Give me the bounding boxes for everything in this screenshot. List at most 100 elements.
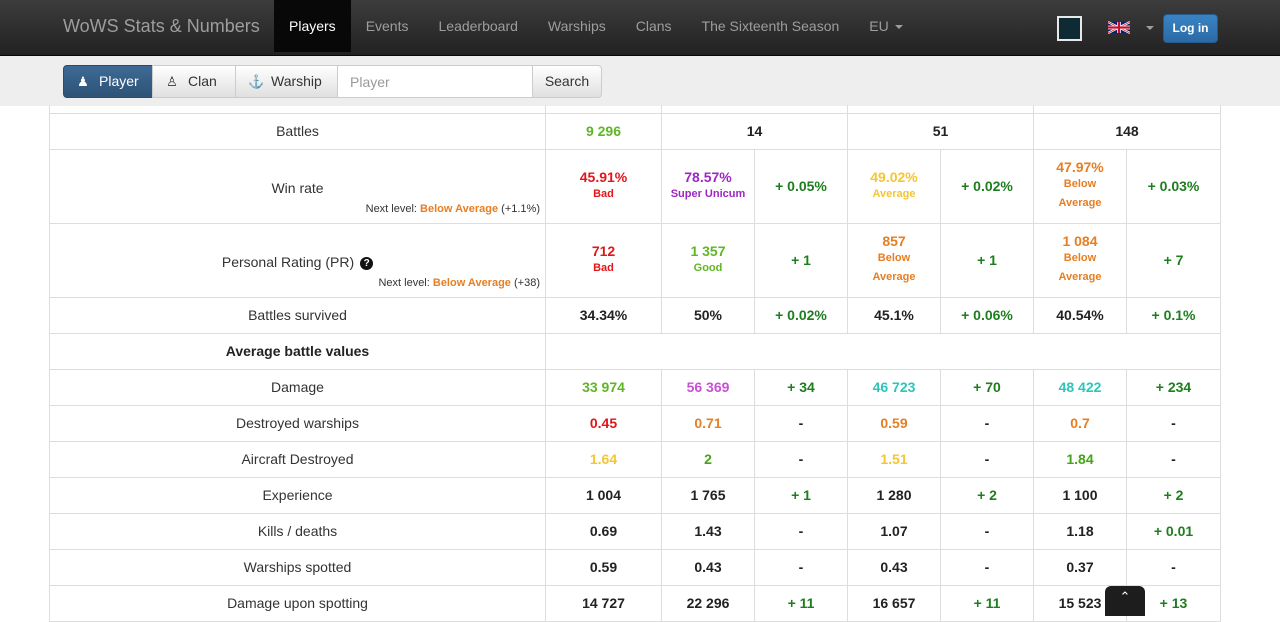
delta-cell: + 0.03%	[1126, 148, 1221, 224]
value-cell: 0.45	[545, 404, 662, 442]
value-cell: 1 280	[847, 476, 941, 514]
tab-player[interactable]: ♟ Player	[63, 65, 153, 98]
users-icon: ♙	[166, 74, 178, 89]
top-navbar: WoWS Stats & Numbers Players Events Lead…	[0, 0, 1280, 56]
ship-icon: ⚓	[248, 74, 265, 89]
value: 1 084	[1062, 233, 1098, 249]
tab-warship-label: Warship	[271, 73, 322, 89]
next-level-name: Below Average	[432, 276, 511, 289]
value-cell: 0.7	[1033, 404, 1127, 442]
value-cell: 45.1%	[847, 296, 941, 334]
delta-cell: -	[940, 512, 1034, 550]
value-cell: 49.02% Average	[847, 148, 941, 224]
uk-flag-icon[interactable]	[1108, 20, 1130, 35]
table-row: Warships spotted 0.59 0.43 - 0.43 - 0.37…	[49, 548, 1221, 586]
value-cell: 712 Bad	[545, 222, 662, 298]
tab-clan[interactable]: ♙ Clan	[152, 65, 236, 98]
value-cell: 0.59	[847, 404, 941, 442]
value-cell: 40.54%	[1033, 296, 1127, 334]
rating-tag: Super Unicum	[670, 187, 746, 200]
value: 49.02%	[870, 168, 918, 185]
row-label: Win rate	[271, 179, 324, 196]
delta-cell: -	[754, 512, 848, 550]
delta-cell: -	[1126, 440, 1221, 478]
search-bar: ♟ Player ♙ Clan ⚓ Warship Search	[0, 56, 1280, 106]
theme-toggle-button[interactable]	[1057, 16, 1082, 41]
rating-tag: Bad	[593, 187, 614, 200]
delta-cell: -	[940, 440, 1034, 478]
nav-season[interactable]: The Sixteenth Season	[701, 18, 840, 34]
row-label: Aircraft Destroyed	[49, 440, 546, 478]
delta-cell: -	[754, 404, 848, 442]
brand-logo[interactable]: WoWS Stats & Numbers	[63, 16, 260, 36]
delta-cell: + 2	[1126, 476, 1221, 514]
row-label: Destroyed warships	[49, 404, 546, 442]
search-button[interactable]: Search	[532, 65, 602, 98]
delta-cell: + 34	[754, 368, 848, 406]
row-label-cell: Personal Rating (PR)? Next level: Below …	[49, 222, 546, 298]
value-cell: 0.69	[545, 512, 662, 550]
value-cell: 48 422	[1033, 368, 1127, 406]
value-cell: 0.43	[661, 548, 755, 586]
nav-events[interactable]: Events	[365, 18, 409, 34]
language-chevron-icon[interactable]	[1146, 26, 1154, 30]
value-cell: 0.37	[1033, 548, 1127, 586]
nav-leaderboard[interactable]: Leaderboard	[438, 18, 518, 34]
value-cell: 0.43	[847, 548, 941, 586]
value: 1 357	[690, 242, 726, 259]
value-cell: 1.51	[847, 440, 941, 478]
delta-cell: + 7	[1126, 222, 1221, 298]
value: 857	[882, 233, 906, 249]
search-input[interactable]	[337, 65, 533, 98]
delta-cell: + 0.02%	[754, 296, 848, 334]
row-label: Warships spotted	[49, 548, 546, 586]
rating-tag: Below	[1063, 178, 1097, 190]
nav-players[interactable]: Players	[274, 0, 351, 52]
value-cell: 47.97% Below Average	[1033, 148, 1127, 224]
delta-cell: + 2	[940, 476, 1034, 514]
delta-cell: + 0.01	[1126, 512, 1221, 550]
next-level-name: Below Average	[420, 202, 499, 215]
next-level-delta: (+38)	[514, 276, 540, 289]
tab-warship[interactable]: ⚓ Warship	[235, 65, 338, 98]
tab-player-label: Player	[99, 73, 139, 89]
value-cell: 857 Below Average	[847, 222, 941, 298]
delta-cell: + 1	[940, 222, 1034, 298]
next-level-hint: Next level: Below Average (+38)	[50, 277, 545, 289]
table-row: Damage 33 974 56 369 + 34 46 723 + 70 48…	[49, 368, 1221, 406]
login-button[interactable]: Log in	[1163, 14, 1218, 43]
value-cell: 1 357 Good	[661, 222, 755, 298]
empty-cell	[545, 332, 1221, 370]
delta-cell: -	[1126, 548, 1221, 586]
value-cell: 1.43	[661, 512, 755, 550]
delta-cell: + 11	[940, 584, 1034, 622]
next-level-hint: Next level: Below Average (+1.1%)	[50, 203, 545, 215]
rating-tag: Bad	[593, 261, 614, 274]
help-icon[interactable]: ?	[360, 256, 374, 270]
chevron-down-icon	[894, 25, 903, 30]
rating-tag: Average	[1058, 271, 1102, 283]
table-row: Aircraft Destroyed 1.64 2 - 1.51 - 1.84 …	[49, 440, 1221, 478]
value: 47.97%	[1056, 159, 1104, 175]
rating-tag: Below	[1063, 252, 1097, 264]
row-label: Personal Rating (PR)	[221, 253, 355, 270]
scroll-to-top-button[interactable]: ⌃	[1105, 586, 1145, 616]
nav-clans[interactable]: Clans	[635, 18, 672, 34]
table-row: Kills / deaths 0.69 1.43 - 1.07 - 1.18 +…	[49, 512, 1221, 550]
value-cell: 1.07	[847, 512, 941, 550]
value: 78.57%	[684, 168, 732, 185]
delta-cell: + 70	[940, 368, 1034, 406]
nav-warships[interactable]: Warships	[547, 18, 606, 34]
table-row: Damage upon spotting 14 727 22 296 + 11 …	[49, 584, 1221, 622]
value-cell: 78.57% Super Unicum	[661, 148, 755, 224]
value-cell: 45.91% Bad	[545, 148, 662, 224]
main-nav: Players Events Leaderboard Warships Clan…	[274, 0, 918, 52]
value-cell: 1 004	[545, 476, 662, 514]
value-cell: 14 727	[545, 584, 662, 622]
value-cell: 22 296	[661, 584, 755, 622]
table-row: Personal Rating (PR)? Next level: Below …	[49, 222, 1221, 298]
row-label: Experience	[49, 476, 546, 514]
value-cell: 14	[661, 112, 848, 150]
region-dropdown[interactable]: EU	[854, 0, 917, 52]
rating-tag: Average	[1058, 197, 1102, 209]
